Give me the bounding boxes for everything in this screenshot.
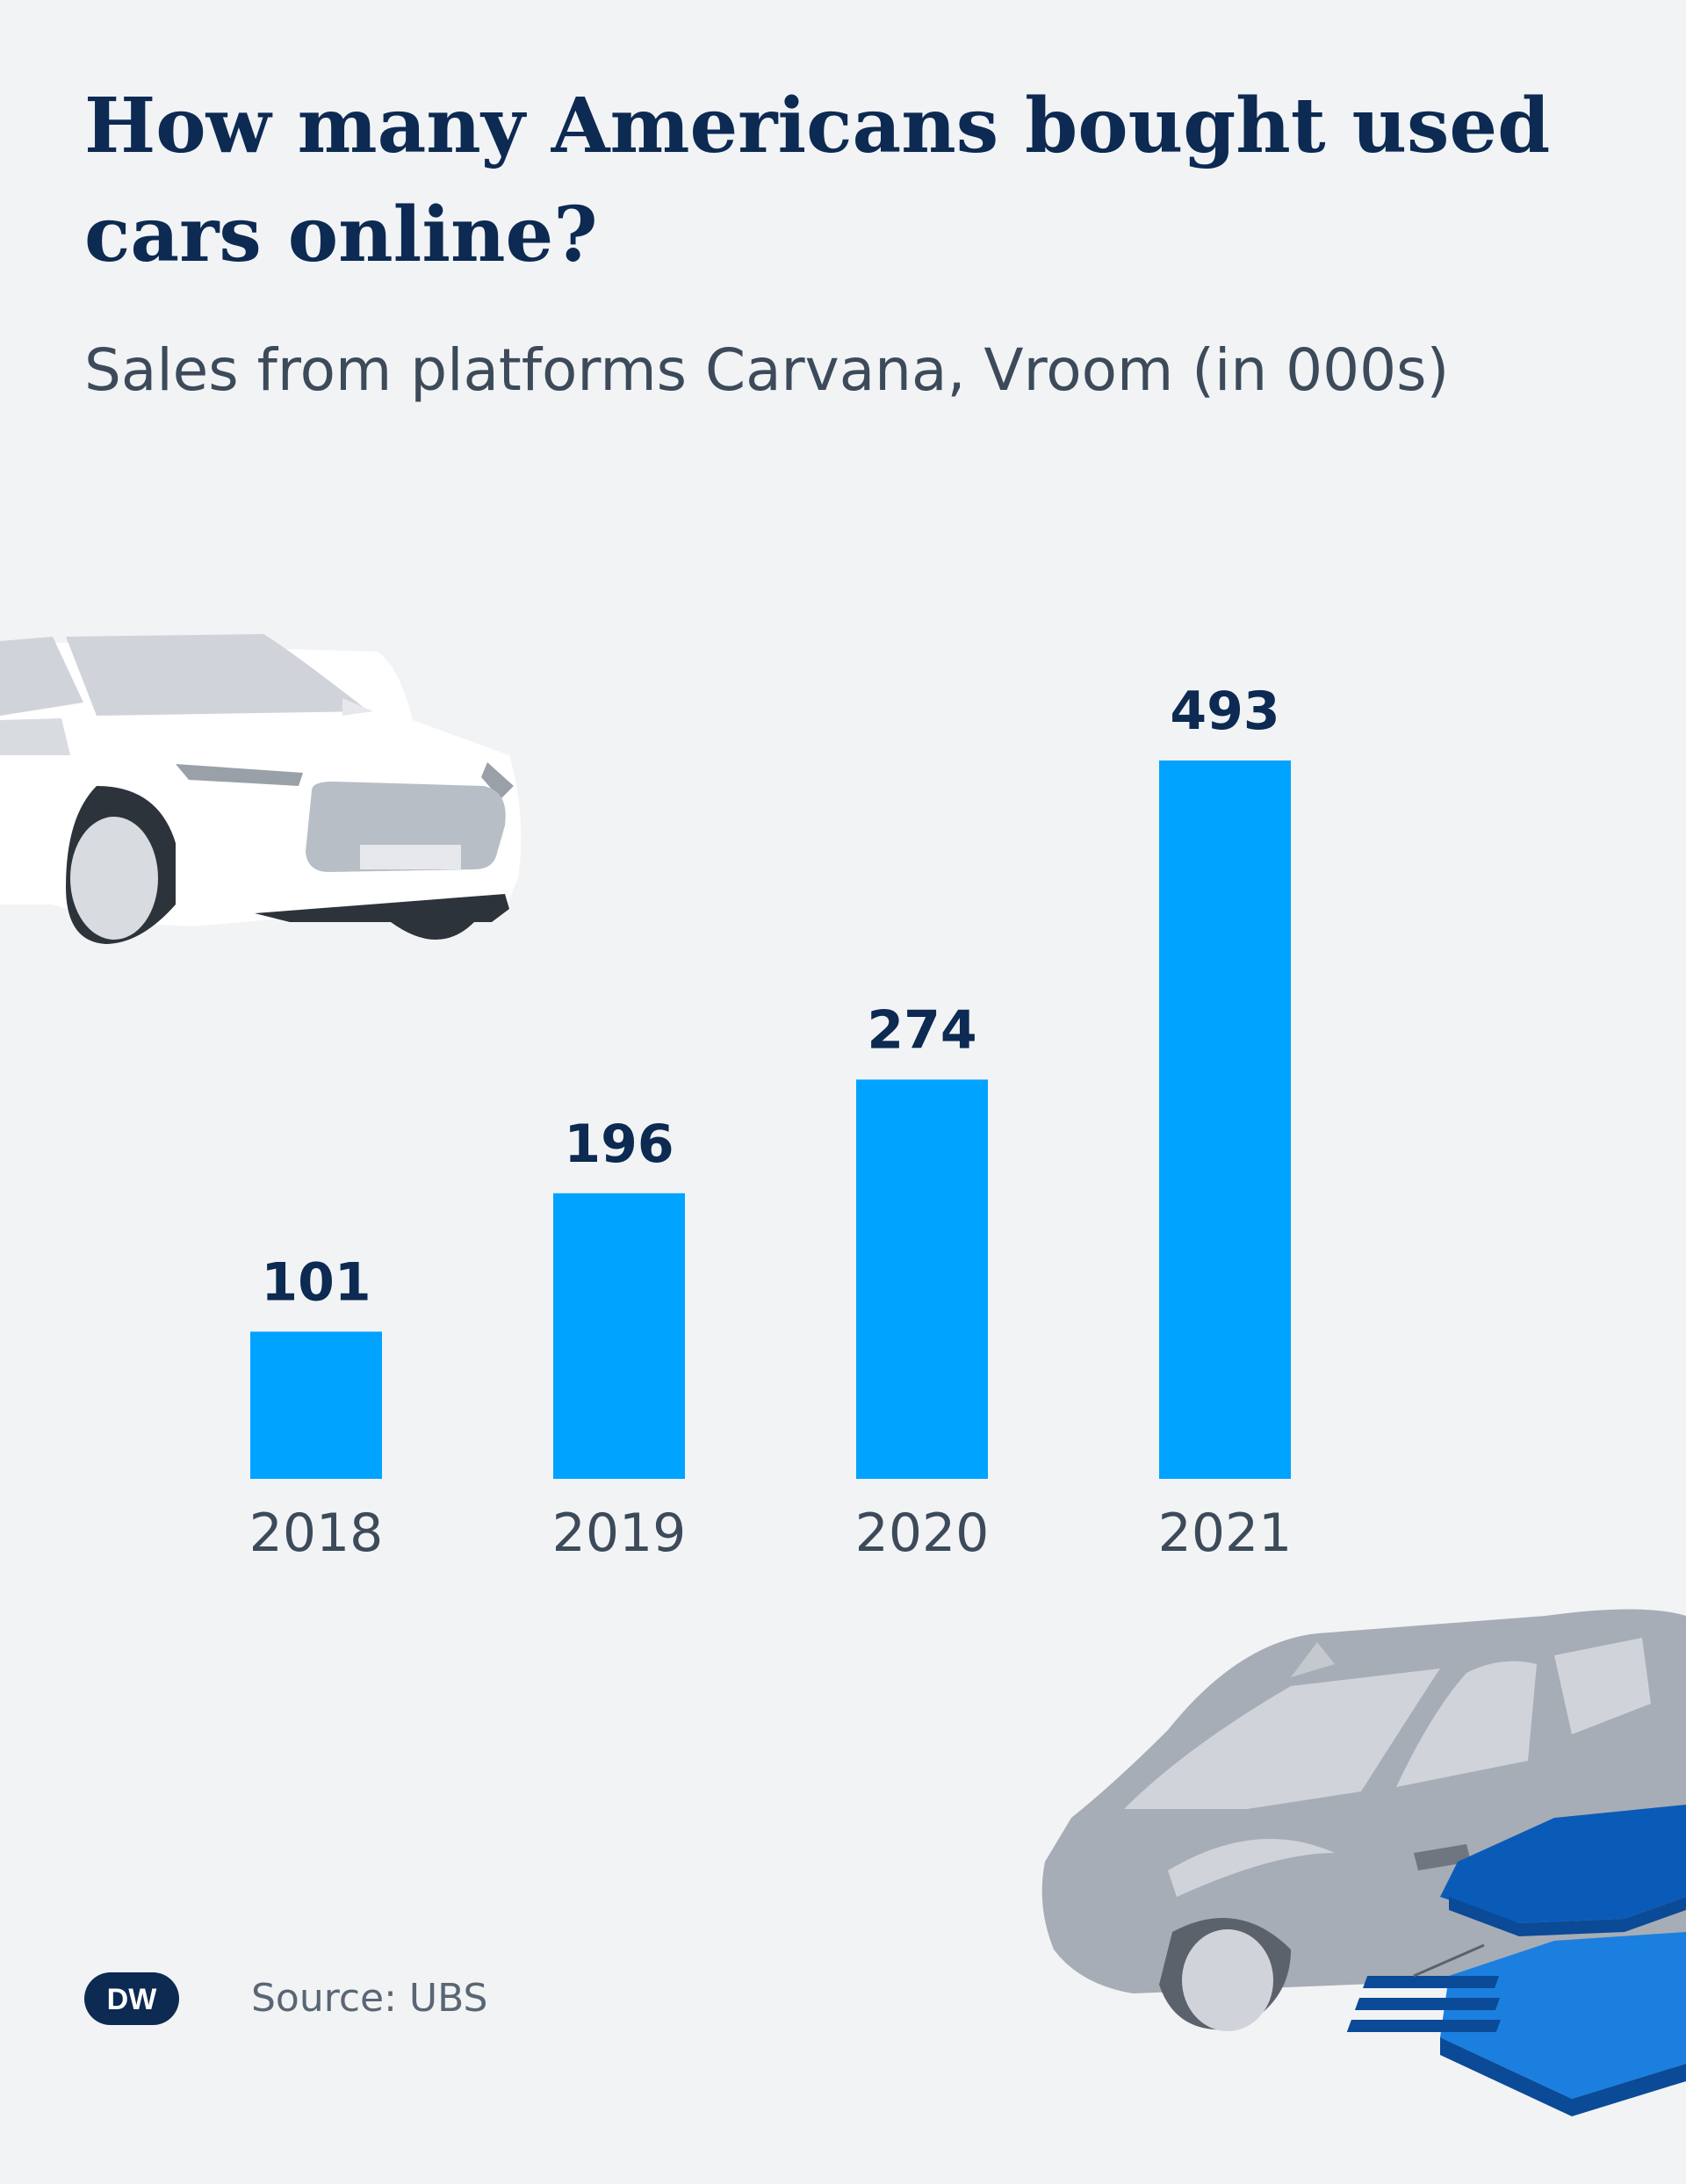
x-tick-2021: 2021 [1158,1503,1293,1564]
dw-logo-text: DW [107,1983,158,2016]
bar-2018 [250,1331,382,1479]
x-tick-2019: 2019 [552,1503,687,1564]
chart-subtitle: Sales from platforms Carvana, Vroom (in … [84,336,1450,404]
x-tick-2020: 2020 [855,1503,990,1564]
dw-logo: DW [84,1972,179,2025]
bar-2021 [1159,760,1291,1479]
data-label-2019: 196 [564,1114,674,1175]
source-note: Source: UBS [251,1976,488,2021]
data-label-2020: 274 [867,999,976,1061]
white-car-illustration [0,634,522,944]
x-tick-2018: 2018 [249,1503,384,1564]
data-label-2021: 493 [1170,681,1279,742]
bar-2020 [856,1079,988,1479]
bar-chart: 101 2018 196 2019 274 2020 493 2021 [249,681,1293,1564]
bar-2019 [553,1193,685,1479]
data-label-2018: 101 [261,1251,371,1313]
grey-car-illustration [1041,1609,1686,2116]
chart-title: How many Americans bought used cars onli… [84,82,1551,279]
